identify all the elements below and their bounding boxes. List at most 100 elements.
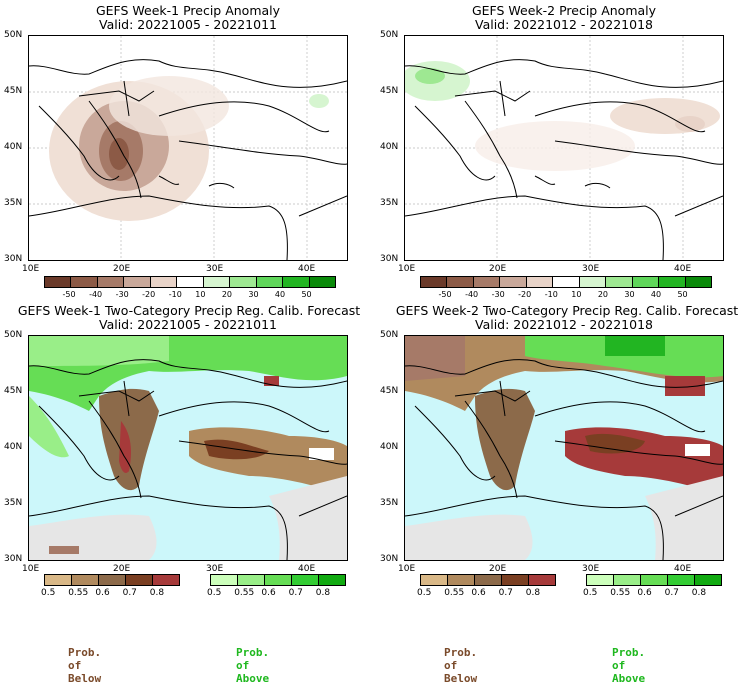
colorbar-tick: 0.8	[315, 588, 331, 598]
above-colorbar-week2	[586, 574, 722, 586]
colorbar-swatch	[177, 277, 204, 287]
colorbar-tick: 0.6	[471, 588, 486, 598]
below-colorbar-week1	[44, 574, 180, 586]
colorbar-tick: 0.55	[234, 588, 255, 598]
lon-label: 10E	[398, 264, 416, 274]
colorbar-swatch	[614, 575, 641, 585]
below-colorbar-week2	[420, 574, 556, 586]
anomaly-map-week1	[28, 35, 348, 261]
colorbar-tick: 0.7	[498, 588, 513, 598]
colorbar-swatch	[502, 575, 529, 585]
colorbar-swatch	[230, 277, 257, 287]
colorbar-swatch	[659, 277, 686, 287]
colorbar-swatch	[447, 277, 474, 287]
colorbar-swatch	[553, 277, 580, 287]
colorbar-tick: 0.6	[95, 588, 110, 598]
lat-label: 40N	[4, 142, 23, 152]
colorbar-swatch	[256, 277, 284, 287]
colorbar-tick: 0.55	[444, 588, 465, 598]
lat-label: 50N	[4, 30, 23, 40]
lon-label: 40E	[298, 564, 316, 574]
colorbar-tick: -30	[115, 290, 129, 299]
colorbar-swatch	[421, 575, 448, 585]
lat-label: 40N	[380, 142, 399, 152]
colorbar-swatch	[500, 277, 527, 287]
colorbar-tick: 10	[195, 290, 206, 299]
panel-title: GEFS Week-2 Precip Anomaly	[471, 3, 657, 18]
colorbar-tick: -10	[544, 290, 558, 299]
lat-label: 30N	[380, 554, 399, 564]
colorbar-swatch	[211, 575, 238, 585]
colorbar-swatch	[587, 575, 614, 585]
lat-label: 45N	[4, 386, 23, 396]
map-anomaly-1	[29, 36, 347, 260]
panel-valid: Valid: 20221012 - 20221018	[474, 317, 653, 332]
twocat-map-week2	[404, 335, 724, 561]
colorbar-tick: 0.55	[68, 588, 89, 598]
colorbar-swatch	[124, 277, 151, 287]
panel-valid: Valid: 20221005 - 20221011	[98, 17, 277, 32]
colorbar-swatch	[309, 277, 335, 287]
colorbar-tick: -40	[465, 290, 479, 299]
lat-label: 30N	[4, 554, 23, 564]
colorbar-swatch	[283, 277, 310, 287]
colorbar-swatch	[71, 277, 98, 287]
lon-label: 20E	[489, 564, 507, 574]
colorbar-tick: 0.8	[149, 588, 165, 598]
lon-label: 10E	[398, 564, 416, 574]
twocat-map-week1	[28, 335, 348, 561]
colorbar-tick: 0.55	[610, 588, 631, 598]
colorbar-tick: 0.7	[664, 588, 679, 598]
lon-label: 30E	[206, 264, 224, 274]
colorbar-swatch	[685, 277, 711, 287]
colorbar-tick: 50	[301, 290, 312, 299]
colorbar-tick: 0.8	[525, 588, 541, 598]
colorbar-tick: 40	[274, 290, 286, 299]
lat-label: 35N	[4, 498, 23, 508]
colorbar-tick: 0.7	[288, 588, 303, 598]
colorbar-swatch	[97, 277, 125, 287]
colorbar-swatch	[695, 575, 721, 585]
colorbar-tick: 0.6	[637, 588, 652, 598]
lat-label: 45N	[380, 86, 399, 96]
panel-valid: Valid: 20221005 - 20221011	[98, 317, 277, 332]
colorbar-tick: -50	[62, 290, 76, 299]
lon-label: 30E	[582, 264, 600, 274]
colorbar-tick: 20	[221, 290, 232, 299]
lon-label: 40E	[298, 264, 316, 274]
map-twocat-2	[405, 336, 723, 560]
lat-label: 50N	[380, 30, 399, 40]
colorbar-tick: -50	[438, 290, 452, 299]
colorbar-swatch	[45, 277, 72, 287]
colorbar-tick: 10	[571, 290, 582, 299]
colorbar-swatch	[319, 575, 345, 585]
colorbar-swatch	[579, 277, 607, 287]
colorbar-swatch	[448, 575, 475, 585]
colorbar-swatch	[265, 575, 292, 585]
above-colorbar-week1	[210, 574, 346, 586]
lat-label: 35N	[380, 498, 399, 508]
colorbar-tick: -20	[518, 290, 532, 299]
colorbar-swatch	[668, 575, 695, 585]
colorbar-swatch	[421, 277, 448, 287]
colorbar-tick: 20	[597, 290, 608, 299]
colorbar-swatch	[606, 277, 633, 287]
lat-label: 35N	[4, 198, 23, 208]
colorbar-tick: 0.5	[583, 588, 598, 598]
colorbar-swatch	[99, 575, 126, 585]
colorbar-swatch	[475, 575, 502, 585]
anomaly-map-week2	[404, 35, 724, 261]
colorbar-swatch	[126, 575, 153, 585]
lat-label: 50N	[4, 330, 23, 340]
colorbar-tick: 0.5	[41, 588, 56, 598]
lon-label: 20E	[489, 264, 507, 274]
prob-below-label: Prob. of Below	[444, 646, 478, 685]
panel-title: GEFS Week-1 Precip Anomaly	[95, 3, 281, 18]
colorbar-tick: -10	[168, 290, 182, 299]
lat-label: 40N	[4, 442, 23, 452]
colorbar-swatch	[153, 575, 179, 585]
lon-label: 30E	[582, 564, 600, 574]
colorbar-tick: 30	[624, 290, 635, 299]
colorbar-swatch	[473, 277, 501, 287]
lat-label: 45N	[4, 86, 23, 96]
